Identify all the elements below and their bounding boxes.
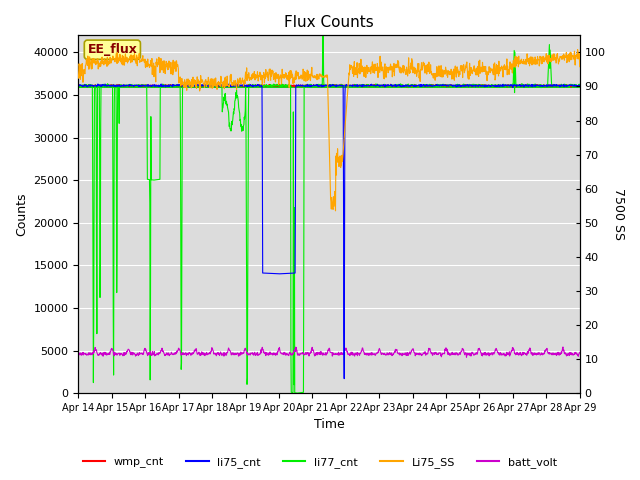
Text: EE_flux: EE_flux xyxy=(88,43,138,56)
Y-axis label: Counts: Counts xyxy=(15,192,28,236)
Title: Flux Counts: Flux Counts xyxy=(284,15,374,30)
X-axis label: Time: Time xyxy=(314,419,344,432)
Y-axis label: 7500 SS: 7500 SS xyxy=(612,188,625,240)
Legend: wmp_cnt, li75_cnt, li77_cnt, Li75_SS, batt_volt: wmp_cnt, li75_cnt, li77_cnt, Li75_SS, ba… xyxy=(78,452,562,472)
